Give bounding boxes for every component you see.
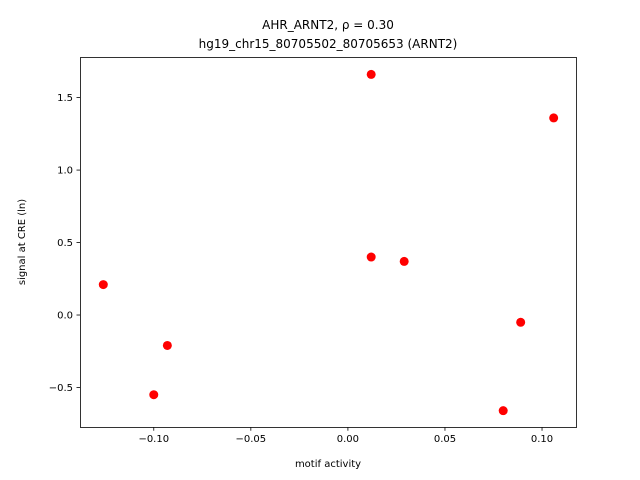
y-tick-label: 1.5 <box>57 93 73 104</box>
data-point <box>399 256 409 266</box>
x-axis-label: motif activity <box>295 459 361 470</box>
x-tick-label: 0.10 <box>531 434 553 445</box>
data-point <box>516 317 526 327</box>
data-point <box>498 406 508 416</box>
y-axis-label: signal at CRE (ln) <box>17 199 28 285</box>
x-tick-label: 0.00 <box>337 434 359 445</box>
y-tick-label: 0.5 <box>57 238 73 249</box>
data-point <box>549 113 559 123</box>
y-tick-label: −0.5 <box>49 383 73 394</box>
x-tick-label: −0.10 <box>138 434 169 445</box>
chart-title: AHR_ARNT2, ρ = 0.30 <box>262 18 394 32</box>
x-tick-label: −0.05 <box>236 434 267 445</box>
y-tick-label: 1.0 <box>57 166 73 177</box>
data-point <box>366 69 376 79</box>
data-point <box>149 390 159 400</box>
data-point <box>366 252 376 262</box>
x-tick-label: 0.05 <box>434 434 456 445</box>
data-point <box>98 280 108 290</box>
y-tick-label: 0.0 <box>57 311 73 322</box>
chart-subtitle: hg19_chr15_80705502_80705653 (ARNT2) <box>199 37 458 51</box>
axes-frame <box>80 57 577 428</box>
data-point <box>162 340 172 350</box>
